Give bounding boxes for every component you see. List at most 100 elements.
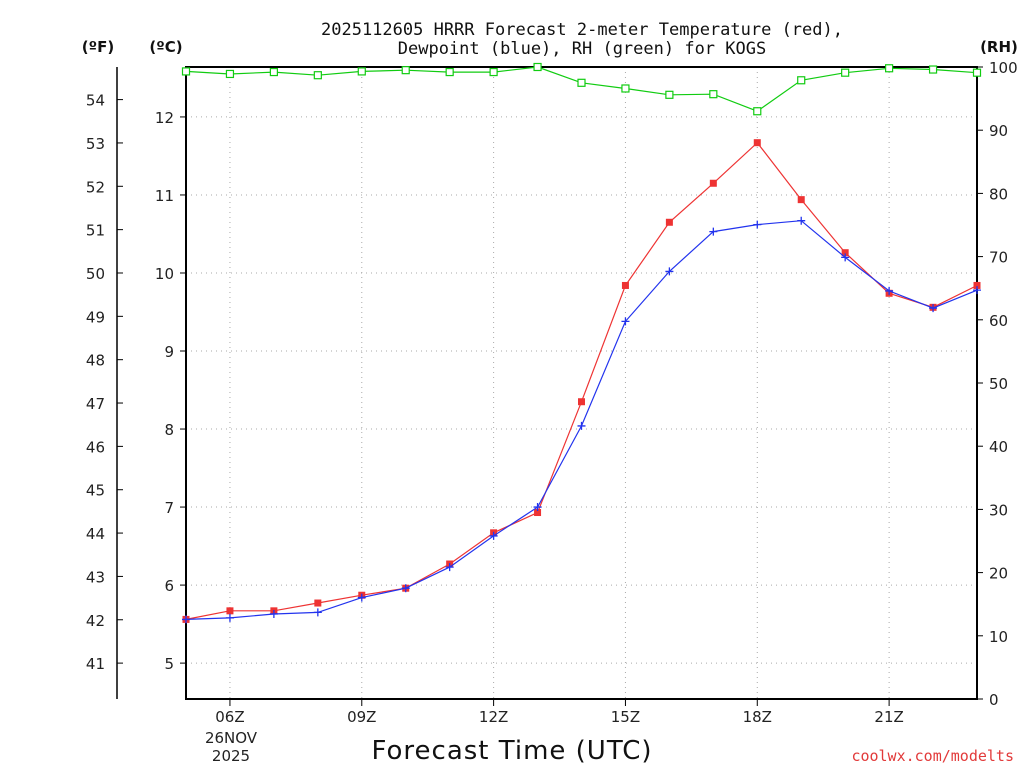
x-tick-label: 18Z	[743, 708, 772, 726]
dewpoint-point	[445, 563, 454, 572]
date-label-day: 26NOV	[205, 729, 258, 747]
rh-tick-label: 40	[989, 438, 1008, 456]
rh-unit-label: (RH)	[980, 38, 1018, 56]
fahrenheit-tick-label: 54	[86, 92, 105, 110]
dewpoint-point	[533, 503, 542, 512]
plot-frame	[185, 66, 978, 700]
rh-tick-label: 0	[989, 691, 999, 709]
x-tick-label: 06Z	[215, 708, 244, 726]
temperature-point	[753, 139, 761, 147]
axes	[116, 66, 983, 706]
rh-tick-label: 50	[989, 375, 1008, 393]
x-tick-label: 15Z	[611, 708, 640, 726]
rh-tick-label: 60	[989, 312, 1008, 330]
dewpoint-point	[973, 286, 981, 295]
temperature-point	[226, 607, 234, 615]
dewpoint-point	[357, 593, 366, 602]
rh-point	[577, 78, 586, 87]
celsius-tick-label: 7	[164, 499, 174, 517]
x-axis-label: Forecast Time (UTC)	[371, 736, 652, 766]
fahrenheit-tick-label: 45	[86, 482, 105, 500]
temperature-point	[709, 179, 717, 187]
fahrenheit-tick-label: 52	[86, 178, 105, 196]
temperature-point	[534, 509, 542, 517]
rh-point	[972, 68, 982, 77]
fahrenheit-tick-label: 49	[86, 308, 105, 326]
x-tick-label: 21Z	[874, 708, 903, 726]
temperature-point	[665, 218, 673, 226]
rh-point	[928, 65, 938, 74]
rh-point	[225, 69, 235, 79]
rh-point	[313, 71, 322, 80]
fahrenheit-tick-label: 50	[86, 265, 105, 283]
dewpoint-point	[489, 531, 498, 540]
rh-point	[357, 67, 366, 76]
temperature-point	[973, 281, 981, 289]
rh-tick-label: 10	[989, 628, 1008, 646]
dewpoint-point	[182, 615, 190, 624]
celsius-tick-label: 8	[164, 421, 174, 439]
dewpoint-point	[885, 286, 894, 295]
rh-tick-label: 90	[989, 122, 1008, 140]
celsius-tick-label: 12	[155, 109, 174, 127]
celsius-tick-label: 11	[155, 187, 174, 205]
fahrenheit-tick-label: 47	[86, 395, 105, 413]
temperature-series	[182, 139, 981, 623]
rh-line	[185, 66, 978, 112]
celsius-tick-label: 6	[164, 577, 174, 595]
rh-tick-label: 70	[989, 249, 1008, 267]
temperature-line	[185, 141, 978, 620]
fahrenheit-tick-label: 53	[86, 135, 105, 153]
chart-title-line-1: 2025112605 HRRR Forecast 2-meter Tempera…	[321, 20, 843, 40]
dewpoint-point	[797, 216, 806, 225]
rh-point	[401, 66, 410, 75]
x-tick-label: 09Z	[347, 708, 376, 726]
rh-point	[489, 67, 498, 77]
dewpoint-series	[182, 216, 981, 624]
rh-tick-label: 30	[989, 501, 1008, 519]
dewpoint-point	[753, 220, 762, 229]
celsius-unit-label: (ºC)	[149, 38, 182, 56]
rh-point	[665, 90, 674, 99]
dewpoint-point	[269, 609, 278, 618]
rh-point	[181, 67, 191, 76]
celsius-tick-label: 9	[164, 343, 174, 361]
rh-point	[621, 84, 630, 93]
dewpoint-point	[665, 267, 674, 276]
grid	[186, 67, 977, 699]
rh-point	[841, 68, 850, 77]
rh-point	[445, 67, 454, 77]
date-label-year: 2025	[212, 747, 250, 765]
dewpoint-point	[841, 253, 850, 262]
rh-series	[181, 62, 982, 116]
fahrenheit-tick-label: 42	[86, 612, 105, 630]
rh-point	[709, 90, 718, 99]
temperature-point	[314, 599, 322, 607]
rh-tick-label: 100	[989, 59, 1018, 77]
fahrenheit-tick-label: 48	[86, 352, 105, 370]
series	[181, 62, 982, 624]
fahrenheit-tick-label: 41	[86, 655, 105, 673]
rh-point	[533, 62, 542, 72]
dewpoint-point	[225, 613, 234, 622]
dewpoint-line	[185, 220, 978, 620]
temperature-point	[797, 196, 805, 204]
x-tick-label: 12Z	[479, 708, 508, 726]
rh-point	[885, 64, 894, 73]
chart-title-line-2: Dewpoint (blue), RH (green) for KOGS	[398, 39, 766, 59]
dewpoint-point	[313, 608, 322, 617]
fahrenheit-tick-label: 44	[86, 525, 105, 543]
rh-point	[269, 67, 278, 77]
dewpoint-point	[401, 584, 410, 593]
credit-text: coolwx.com/modelts	[851, 747, 1014, 765]
rh-tick-label: 20	[989, 565, 1008, 583]
rh-point	[753, 107, 762, 116]
dewpoint-point	[709, 227, 718, 236]
temperature-point	[621, 281, 629, 289]
tick-labels: 06Z 09Z 12Z 15Z 18Z 21Z 5 6 7 8 9 10 11 12 41 42 43 44 45 4…	[86, 59, 1018, 726]
rh-point	[797, 76, 806, 85]
dewpoint-point	[929, 304, 938, 313]
dewpoint-point	[621, 317, 630, 326]
celsius-tick-label: 5	[164, 655, 174, 673]
